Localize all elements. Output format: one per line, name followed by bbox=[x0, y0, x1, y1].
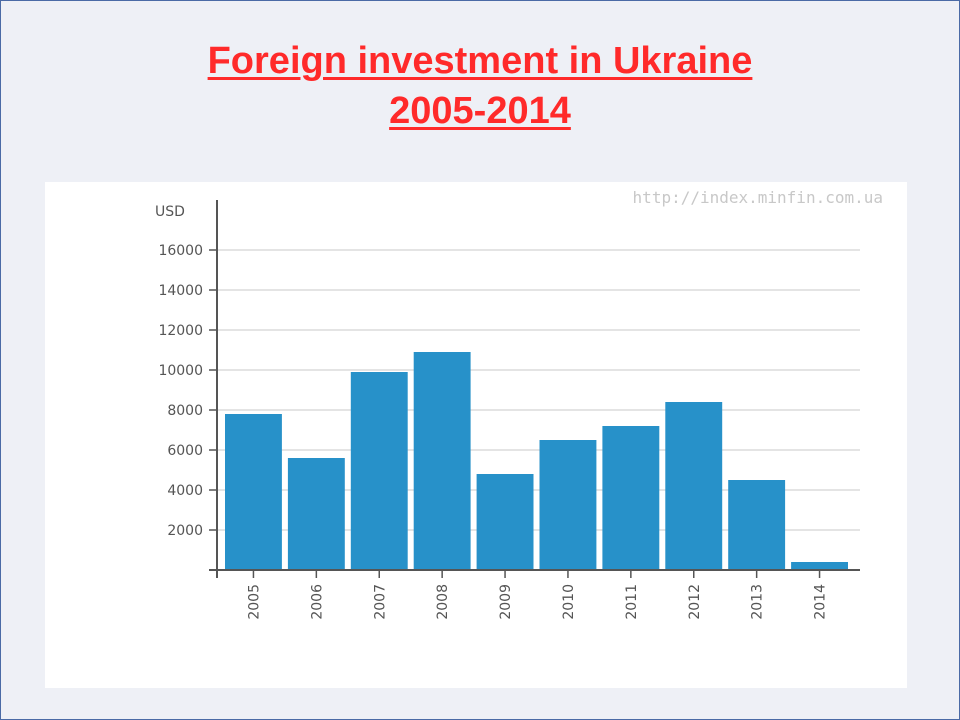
x-tick-label: 2006 bbox=[309, 584, 325, 620]
bars bbox=[225, 352, 848, 570]
title-line-1: Foreign investment in Ukraine bbox=[207, 40, 753, 82]
x-tick-label: 2014 bbox=[813, 584, 829, 620]
y-tick-label: 4000 bbox=[167, 483, 203, 499]
y-tick-labels: 2000 4000 6000 8000 10000 12000 14000 16000 bbox=[158, 243, 203, 539]
bar-2014 bbox=[791, 562, 848, 570]
y-tick-label: 10000 bbox=[158, 363, 203, 379]
y-tick-label: 14000 bbox=[158, 283, 203, 299]
x-tick-label: 2005 bbox=[246, 584, 262, 620]
chart-panel: http://index.minfin.com.ua USD 2000 4000 6… bbox=[45, 182, 907, 688]
bar-2012 bbox=[665, 402, 723, 570]
x-tick-label: 2008 bbox=[435, 584, 451, 620]
title-line-2: 2005-2014 bbox=[389, 90, 571, 132]
x-tick-label: 2011 bbox=[624, 584, 640, 620]
x-tick-labels: 2005 2006 2007 2008 2009 2010 2011 2012 2013 2014 bbox=[246, 584, 828, 620]
slide-title: Foreign investment in Ukraine 2005-2014 bbox=[0, 36, 960, 136]
bar-2013 bbox=[728, 480, 786, 570]
y-tick-label: 2000 bbox=[167, 523, 203, 539]
axes bbox=[209, 200, 860, 578]
bar-2008 bbox=[413, 352, 471, 570]
bar-2010 bbox=[539, 440, 597, 570]
x-tick-label: 2009 bbox=[498, 584, 514, 620]
y-tick-label: 8000 bbox=[167, 403, 203, 419]
bar-chart: USD 2000 4000 6000 8000 10000 12000 14000 16000… bbox=[155, 200, 860, 620]
x-tick-label: 2010 bbox=[561, 584, 577, 620]
bar-2005 bbox=[225, 414, 282, 570]
source-watermark: http://index.minfin.com.ua bbox=[632, 188, 883, 207]
bar-2006 bbox=[287, 458, 345, 570]
y-tick-label: 12000 bbox=[158, 323, 203, 339]
x-tick-label: 2007 bbox=[372, 584, 388, 620]
y-tick-label: 16000 bbox=[158, 243, 203, 259]
bar-2011 bbox=[602, 426, 660, 570]
y-tick-label: 6000 bbox=[167, 443, 203, 459]
x-tick-label: 2013 bbox=[750, 584, 766, 620]
x-tick-label: 2012 bbox=[687, 584, 703, 620]
bar-2009 bbox=[476, 474, 534, 570]
y-axis-label: USD bbox=[155, 204, 185, 220]
bar-2007 bbox=[350, 372, 408, 570]
